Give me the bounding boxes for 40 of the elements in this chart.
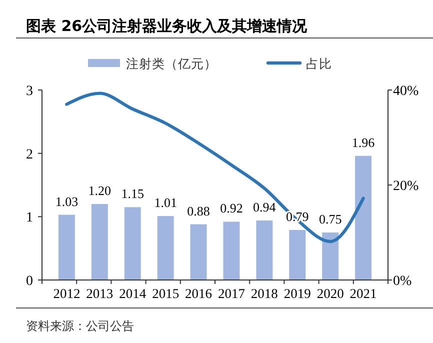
data-label: 0.88 [187, 203, 210, 218]
y2-tick-label: 0% [393, 274, 412, 289]
data-label: 1.01 [154, 195, 177, 210]
bar [223, 222, 240, 280]
data-label: 1.20 [88, 183, 112, 198]
data-label: 1.03 [55, 194, 78, 209]
data-label: 0.92 [220, 200, 243, 216]
y2-tick-label: 20% [393, 179, 419, 194]
x-tick-label: 2013 [86, 286, 114, 301]
y-tick-label: 3 [26, 84, 33, 99]
bar [91, 204, 108, 280]
data-label: 1.96 [352, 134, 376, 150]
y-tick-label: 1 [26, 210, 33, 226]
y-tick-label: 0 [26, 274, 33, 289]
x-tick-label: 2021 [350, 286, 377, 301]
bar [190, 224, 207, 280]
y-tick-label: 2 [26, 147, 33, 162]
bar [124, 207, 141, 280]
data-label: 1.15 [121, 186, 144, 202]
x-tick-label: 2017 [218, 286, 246, 301]
data-label: 0.75 [318, 212, 342, 226]
y2-tick-label: 40% [393, 84, 419, 99]
bar [355, 156, 372, 280]
bar [157, 216, 174, 280]
x-tick-label: 2019 [284, 286, 312, 301]
bar [256, 220, 273, 280]
x-tick-label: 2015 [152, 286, 180, 301]
data-label: 0.94 [253, 199, 276, 214]
x-tick-label: 2014 [119, 286, 146, 301]
text: 资料来源：公司公告 [26, 319, 134, 333]
legend-label: 注射类（亿元） [126, 56, 217, 71]
legend-label: 占比 [306, 56, 332, 71]
bar [289, 230, 306, 280]
chart-title: 图表 26公司注射器业务收入及其增速情况 [26, 17, 308, 35]
x-tick-label: 2016 [185, 286, 212, 301]
bar [322, 232, 339, 280]
bar [58, 214, 75, 280]
x-tick-label: 2018 [250, 286, 278, 301]
x-tick-label: 2020 [316, 286, 344, 301]
x-tick-label: 2012 [53, 286, 80, 301]
